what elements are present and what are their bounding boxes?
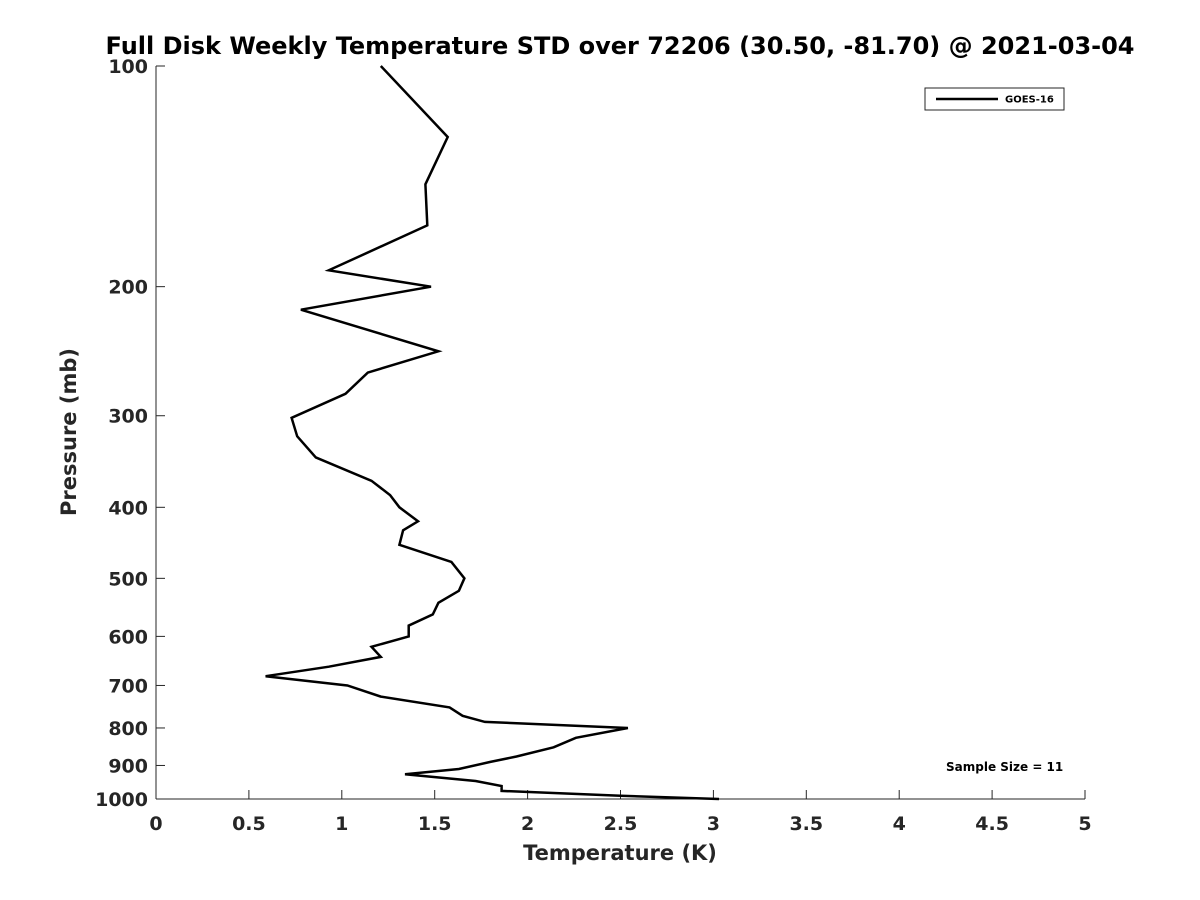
sample-size-annotation: Sample Size = 11: [946, 760, 1063, 774]
x-tick-label: 3: [707, 813, 720, 835]
x-tick-label: 5: [1078, 813, 1091, 835]
y-tick-label: 800: [108, 718, 148, 740]
x-tick-label: 2: [521, 813, 534, 835]
x-ticks: 0 0.5 1 1.5 2 2.5 3 3.5 4 4.5 5: [149, 790, 1092, 835]
x-tick-label: 4.5: [975, 813, 1009, 835]
x-tick-label: 1.5: [418, 813, 452, 835]
x-tick-label: 1: [335, 813, 348, 835]
y-tick-label: 300: [108, 406, 148, 428]
y-tick-label: 600: [108, 626, 148, 648]
y-ticks: 100 200 300 400 500 600 700 800 900 1000: [95, 56, 165, 811]
y-tick-label: 500: [108, 568, 148, 590]
y-tick-label: 400: [108, 497, 148, 519]
y-tick-label: 100: [108, 56, 148, 78]
y-tick-label: 900: [108, 755, 148, 777]
y-axis-label: Pressure (mb): [57, 348, 81, 516]
legend: GOES-16: [924, 87, 1065, 111]
y-tick-label: 1000: [95, 789, 148, 811]
x-tick-label: 0: [149, 813, 162, 835]
x-tick-label: 2.5: [604, 813, 638, 835]
x-tick-label: 3.5: [789, 813, 823, 835]
series-layer: [265, 65, 720, 801]
x-axis-label: Temperature (K): [523, 841, 717, 865]
y-tick-label: 700: [108, 675, 148, 697]
x-tick-label: 0.5: [232, 813, 266, 835]
legend-label: GOES-16: [1005, 95, 1054, 106]
y-tick-label: 200: [108, 277, 148, 299]
series-line: [265, 65, 720, 801]
chart-title: Full Disk Weekly Temperature STD over 72…: [106, 32, 1135, 60]
x-tick-label: 4: [893, 813, 906, 835]
